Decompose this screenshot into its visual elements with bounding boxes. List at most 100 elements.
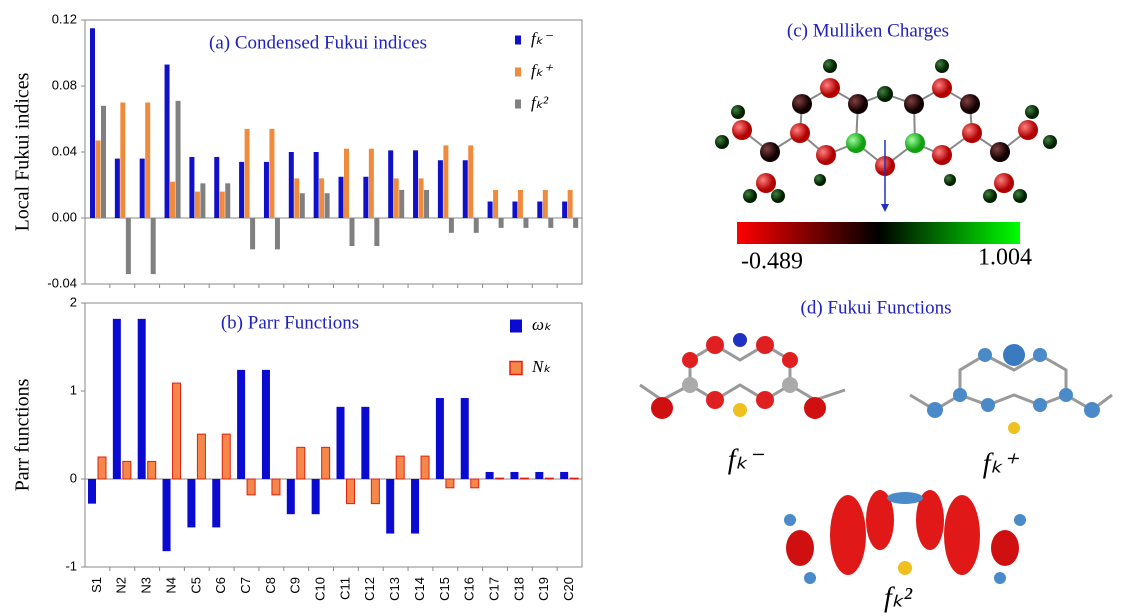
legend-swatch <box>510 362 522 375</box>
bar <box>138 319 146 479</box>
bar <box>264 162 269 218</box>
fukui-label: fₖ² <box>884 582 913 613</box>
bar <box>471 479 479 488</box>
bar <box>187 479 195 527</box>
atoms <box>715 59 1057 203</box>
bar <box>165 65 170 218</box>
bar <box>543 190 548 218</box>
bar <box>520 478 528 479</box>
x-tick-label: N3 <box>139 577 154 594</box>
bar <box>463 160 468 218</box>
bar <box>496 478 504 479</box>
bar <box>319 178 324 218</box>
bar <box>443 145 448 218</box>
bar <box>562 202 567 219</box>
bar <box>396 456 404 479</box>
legend-swatch <box>515 36 521 45</box>
chart-title: (a) Condensed Fukui indices <box>209 32 427 53</box>
bar <box>98 457 106 479</box>
arrow-head <box>881 204 889 212</box>
bar <box>262 370 270 479</box>
bar <box>545 478 553 479</box>
bar <box>145 103 150 219</box>
x-tick-label: C6 <box>213 577 228 594</box>
bar <box>461 398 469 479</box>
bar <box>222 434 230 479</box>
bar <box>446 479 454 488</box>
bar <box>399 190 404 218</box>
x-tick-label: C8 <box>263 577 278 594</box>
bar <box>101 106 106 218</box>
bar <box>573 218 578 228</box>
y-axis-label: Parr functions <box>12 378 34 491</box>
bar <box>197 434 205 479</box>
bar <box>269 129 274 218</box>
bar <box>297 447 305 479</box>
bar <box>163 479 171 551</box>
y-tick-label: 0.08 <box>52 77 77 92</box>
bar <box>126 218 131 274</box>
figure: (c) Mulliken Charges -0.489 1.004 (d) Fu… <box>0 0 1122 616</box>
x-tick-label: C11 <box>337 577 352 600</box>
bar <box>510 472 518 479</box>
panel-title: (c) Mulliken Charges <box>787 20 949 41</box>
bar <box>518 190 523 218</box>
bar <box>499 218 504 228</box>
x-tick-label: C10 <box>313 577 328 601</box>
bar <box>314 152 319 218</box>
bar <box>363 177 368 218</box>
bar <box>275 218 280 249</box>
plot-frame <box>85 303 582 567</box>
x-tick-label: C9 <box>288 577 303 594</box>
bar <box>245 129 250 218</box>
legend-label: fₖ⁺ <box>531 61 554 80</box>
bar <box>173 383 181 479</box>
legend-label: fₖ⁻ <box>531 29 554 48</box>
bar <box>350 218 355 246</box>
bar <box>115 159 120 218</box>
bar <box>411 479 419 534</box>
x-tick-label: C5 <box>188 577 203 594</box>
bar <box>388 150 393 218</box>
bar <box>120 103 125 219</box>
bar <box>394 178 399 218</box>
bar <box>250 218 255 249</box>
bar <box>176 101 181 218</box>
bar <box>570 478 578 479</box>
plot-frame <box>85 20 582 284</box>
bar <box>488 202 493 219</box>
x-tick-label: C13 <box>387 577 402 601</box>
bar <box>200 183 205 218</box>
bar <box>438 160 443 218</box>
bar <box>347 479 355 504</box>
molecule-fdual <box>784 490 1026 584</box>
bar <box>113 319 121 479</box>
legend-label: fₖ² <box>531 93 549 112</box>
y-tick-label: 0 <box>70 470 77 485</box>
bar <box>523 218 528 228</box>
y-tick-label: 0.12 <box>52 11 77 26</box>
bar <box>568 190 573 218</box>
bar <box>337 407 345 479</box>
legend-label: ωₖ <box>532 315 552 334</box>
bar <box>220 192 225 218</box>
bar <box>237 370 245 479</box>
bar <box>535 472 543 479</box>
bar <box>214 157 219 218</box>
bar <box>312 479 320 514</box>
bar <box>148 461 156 479</box>
bar <box>239 162 244 218</box>
bar <box>189 157 194 218</box>
legend-swatch <box>515 68 521 77</box>
fukui-label: fₖ⁺ <box>983 448 1020 479</box>
bar <box>212 479 220 527</box>
bar <box>512 202 517 219</box>
legend-swatch <box>515 100 521 109</box>
x-tick-label: C12 <box>362 577 377 601</box>
bar <box>421 456 429 479</box>
bar <box>436 398 444 479</box>
bar <box>386 479 394 534</box>
bar <box>537 202 542 219</box>
x-tick-label: C15 <box>437 577 452 601</box>
bar <box>96 140 101 218</box>
